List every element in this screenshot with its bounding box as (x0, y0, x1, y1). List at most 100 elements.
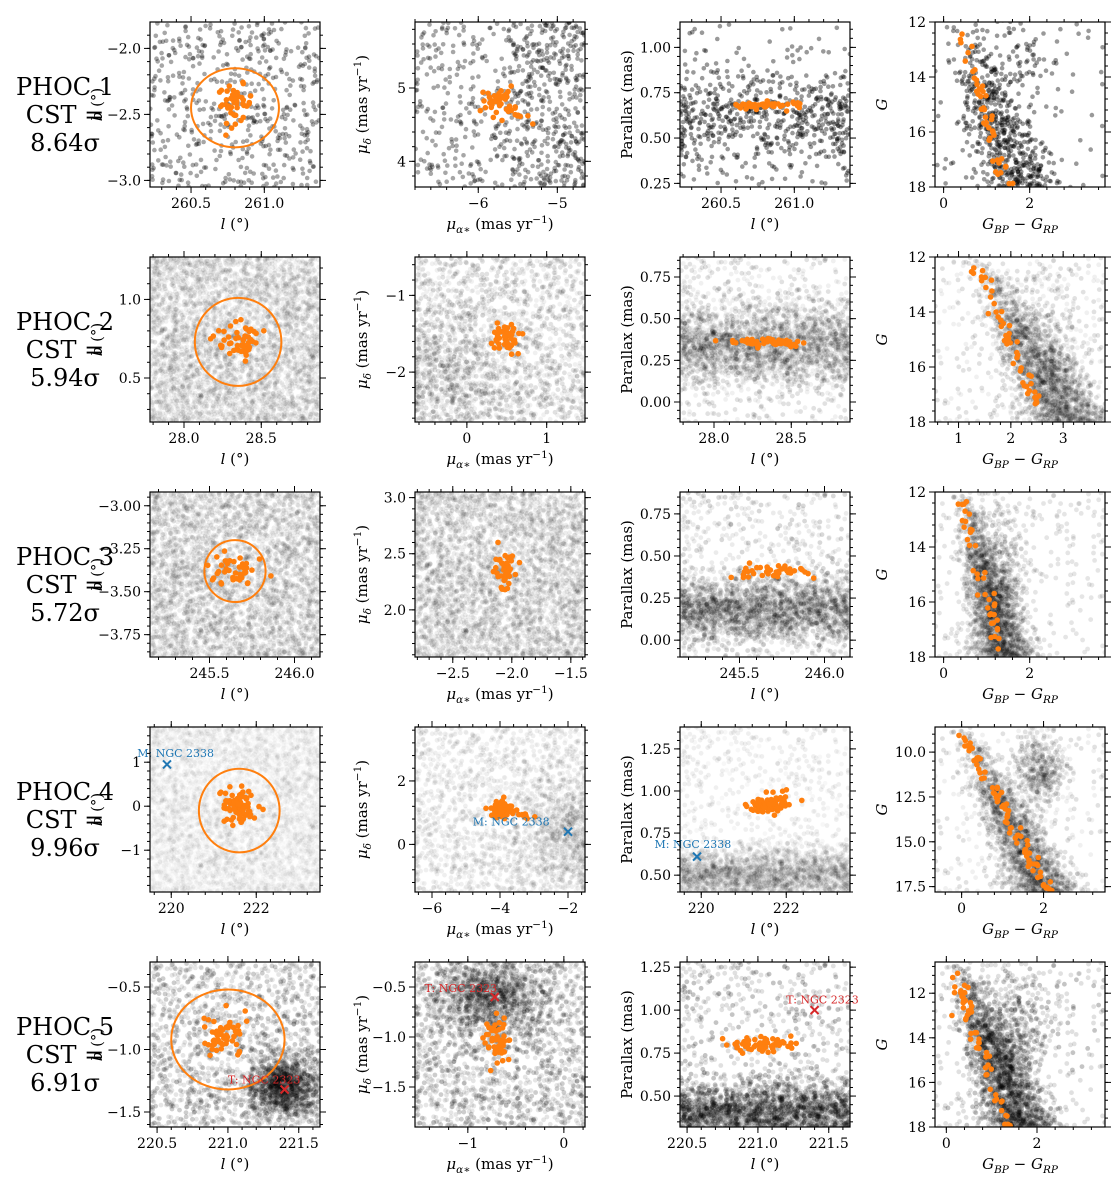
x-axis-label: μα∗​ (mas yr−1​) (446, 449, 553, 471)
plot-area (678, 255, 853, 425)
member-point (233, 319, 239, 325)
member-point (219, 562, 225, 568)
member-point (510, 810, 516, 816)
member-point (207, 1053, 213, 1059)
member-point (256, 804, 262, 810)
y-axis-label: G (873, 333, 891, 345)
y-tick-label: 12.5 (895, 790, 926, 806)
x-tick-label: 220 (688, 901, 715, 917)
x-tick-label: 0 (939, 196, 948, 212)
member-point (491, 115, 497, 121)
panel-r1-c1: 260.5 261.0−3.0−2.5−2.0l (°)b (°) (88, 16, 326, 233)
x-tick-label: −5 (547, 196, 568, 212)
member-point (243, 795, 249, 801)
member-point (989, 117, 995, 123)
member-point (779, 566, 785, 572)
member-point (499, 586, 505, 592)
member-point (1010, 181, 1016, 187)
member-point (993, 795, 999, 801)
member-point (214, 554, 220, 560)
member-point (219, 581, 225, 587)
member-point (987, 612, 993, 618)
panel-r3-c3: 245.5 246.00.000.250.500.75l (°)Parallax … (618, 486, 856, 703)
x-tick-label: 220.5 (137, 1136, 177, 1152)
y-axis-label: b (°) (88, 558, 106, 592)
member-point (231, 1025, 237, 1031)
y-tick-label: −1.0 (372, 1030, 406, 1046)
member-point (989, 288, 995, 294)
member-point (489, 105, 495, 111)
member-point (504, 91, 510, 97)
member-point (969, 1004, 975, 1010)
member-point (506, 1038, 512, 1044)
member-point (734, 1040, 740, 1046)
member-point (227, 341, 233, 347)
member-point (506, 581, 512, 587)
member-point (242, 1008, 248, 1014)
member-point (1032, 389, 1038, 395)
y-tick-label: 1.00 (640, 1003, 671, 1019)
member-point (983, 114, 989, 120)
y-axis-label: G (873, 1038, 891, 1050)
plot-area (933, 707, 1107, 895)
member-point (770, 789, 776, 795)
y-tick-label: −0.5 (107, 980, 141, 996)
y-tick-label: 3.0 (384, 491, 406, 507)
member-point (979, 274, 985, 280)
member-point (799, 567, 805, 573)
member-point (738, 1048, 744, 1054)
member-point (482, 1040, 488, 1046)
member-point (512, 112, 518, 118)
x-tick-label: 0 (462, 431, 471, 447)
member-point (960, 1000, 966, 1006)
x-tick-label: 0 (957, 901, 966, 917)
member-point (977, 770, 983, 776)
member-point (986, 597, 992, 603)
member-point (218, 789, 224, 795)
member-point (202, 1041, 208, 1047)
x-tick-label: −6 (468, 196, 489, 212)
member-point (992, 603, 998, 609)
x-axis-label: μα∗​ (mas yr−1​) (446, 214, 553, 236)
member-point (248, 93, 254, 99)
member-point (226, 334, 232, 340)
member-point (992, 1098, 998, 1104)
x-tick-label: 220.5 (667, 1136, 707, 1152)
member-point (525, 113, 531, 119)
member-point (950, 975, 956, 981)
member-point (229, 125, 235, 131)
member-point (494, 338, 500, 344)
y-axis-label: Parallax (mas) (618, 990, 636, 1099)
member-point (484, 1021, 490, 1027)
x-tick-label: −2.0 (495, 666, 529, 682)
member-point (986, 311, 992, 317)
member-point (220, 1027, 226, 1033)
y-axis-label: G (873, 803, 891, 815)
member-point (728, 575, 734, 581)
member-point (973, 543, 979, 549)
x-tick-label: 260.5 (171, 196, 211, 212)
y-tick-label: −2 (385, 365, 406, 381)
member-point (743, 1044, 749, 1050)
member-point (506, 1057, 512, 1063)
member-point (781, 800, 787, 806)
y-tick-label: 1.25 (640, 960, 671, 976)
member-point (811, 575, 817, 581)
x-tick-label: 0 (942, 1136, 951, 1152)
y-tick-label: 0.25 (640, 591, 671, 607)
member-point (788, 1033, 794, 1039)
x-tick-label: 2 (1025, 196, 1034, 212)
x-tick-label: 2 (1033, 1136, 1042, 1152)
y-tick-label: 0 (132, 799, 141, 815)
member-point (236, 335, 242, 341)
x-tick-label: 3 (1059, 431, 1068, 447)
member-point (268, 573, 274, 579)
member-point (990, 785, 996, 791)
member-point (780, 338, 786, 344)
x-tick-label: 28.5 (246, 431, 277, 447)
cluster-marker-label: T: NGC 2323 (786, 993, 858, 1006)
member-point (965, 537, 971, 543)
member-point (968, 1036, 974, 1042)
